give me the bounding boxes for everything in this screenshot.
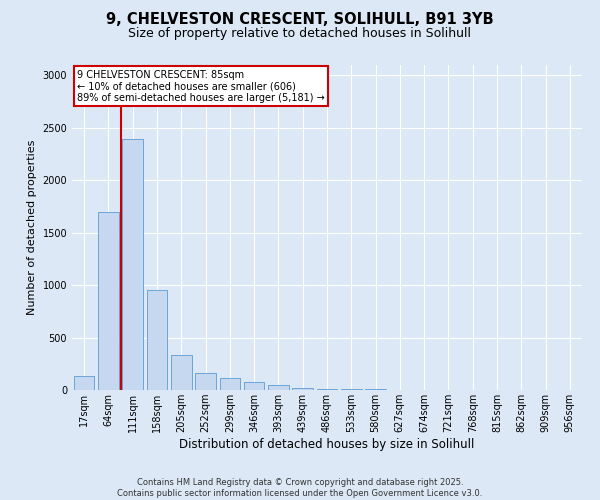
Bar: [146, 290, 167, 390]
Text: Size of property relative to detached houses in Solihull: Size of property relative to detached ho…: [128, 28, 472, 40]
Bar: [122, 140, 143, 390]
Bar: [268, 386, 289, 390]
Bar: [341, 389, 362, 390]
Text: Contains HM Land Registry data © Crown copyright and database right 2025.
Contai: Contains HM Land Registry data © Crown c…: [118, 478, 482, 498]
Bar: [98, 212, 119, 390]
Bar: [220, 378, 240, 390]
Bar: [195, 372, 216, 390]
Text: 9 CHELVESTON CRESCENT: 85sqm
← 10% of detached houses are smaller (606)
89% of s: 9 CHELVESTON CRESCENT: 85sqm ← 10% of de…: [77, 70, 325, 103]
Bar: [244, 382, 265, 390]
X-axis label: Distribution of detached houses by size in Solihull: Distribution of detached houses by size …: [179, 438, 475, 451]
Y-axis label: Number of detached properties: Number of detached properties: [27, 140, 37, 315]
Bar: [171, 356, 191, 390]
Bar: [292, 388, 313, 390]
Bar: [317, 388, 337, 390]
Text: 9, CHELVESTON CRESCENT, SOLIHULL, B91 3YB: 9, CHELVESTON CRESCENT, SOLIHULL, B91 3Y…: [106, 12, 494, 28]
Bar: [74, 376, 94, 390]
